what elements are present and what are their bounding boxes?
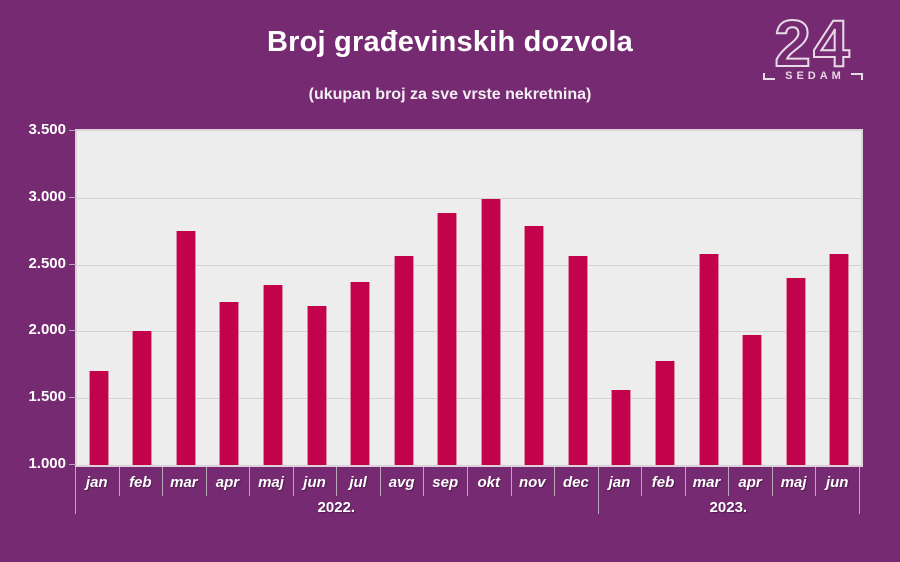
y-tick-mark <box>69 263 76 265</box>
bar-jan-2023 <box>611 390 632 465</box>
y-tick-label: 1.500 <box>28 388 66 406</box>
month-separator-tick <box>554 467 556 496</box>
year-label-2022: 2022. <box>317 499 356 516</box>
month-separator-tick <box>684 467 686 496</box>
x-axis: jan feb mar apr maj jun jul avg sep okt nov dec jan f… <box>75 467 863 523</box>
bar-jan-2022 <box>88 371 109 465</box>
month-separator-tick <box>205 467 207 496</box>
month-separator-tick <box>249 467 251 496</box>
gridline <box>77 197 861 199</box>
logo-24sedam: 24 SEDAM <box>748 6 878 108</box>
month-separator-tick <box>336 467 338 496</box>
month-separator-tick <box>728 467 730 496</box>
month-separator-tick <box>423 467 425 496</box>
x-tick-label: jan <box>608 474 631 491</box>
month-separator-tick <box>467 467 468 496</box>
chart-subtitle: (ukupan broj za sve vrste nekretnina) <box>308 86 592 103</box>
plot-area <box>75 129 863 467</box>
y-tick-label: 2.000 <box>28 321 66 339</box>
x-tick-label: mar <box>170 474 198 491</box>
x-tick-label: feb <box>129 474 152 491</box>
bar-maj-2023 <box>785 277 806 465</box>
x-tick-label: maj <box>780 474 807 491</box>
bar-feb-2022 <box>132 331 153 465</box>
bar-okt-2022 <box>480 199 501 465</box>
y-tick-mark <box>69 330 76 332</box>
x-tick-label: mar <box>692 474 721 491</box>
bar-apr-2022 <box>219 302 240 465</box>
logo-bracket-right-icon <box>850 72 863 80</box>
x-tick-label: jun <box>303 474 326 491</box>
y-tick-label: 3.000 <box>28 187 66 205</box>
x-tick-label: apr <box>738 474 762 491</box>
bar-apr-2023 <box>742 335 763 465</box>
y-tick-mark <box>69 130 76 131</box>
bar-mar-2023 <box>698 253 719 465</box>
x-tick-label: nov <box>518 474 546 491</box>
logo-sedam-text: SEDAM <box>785 70 845 82</box>
x-tick-label: avg <box>388 474 415 491</box>
bar-maj-2022 <box>263 284 283 465</box>
month-separator-tick <box>162 467 164 496</box>
bar-jun-2022 <box>306 306 327 465</box>
year-separator-tick <box>597 467 599 514</box>
y-tick-mark <box>69 397 76 399</box>
y-tick-label: 3.500 <box>28 121 66 138</box>
gridline <box>77 398 861 400</box>
month-separator-tick <box>771 467 773 496</box>
x-tick-label: sep <box>432 474 459 491</box>
month-separator-tick <box>641 467 643 496</box>
y-tick-label: 1.000 <box>28 455 66 472</box>
year-separator-tick <box>75 467 76 514</box>
year-label-2023: 2023. <box>709 499 748 516</box>
gridline <box>77 264 861 266</box>
x-tick-label: jul <box>349 474 367 491</box>
bar-jul-2022 <box>350 281 371 465</box>
logo-bracket-left-icon <box>763 72 776 80</box>
x-tick-label: maj <box>258 474 284 491</box>
year-separator-tick <box>859 467 860 514</box>
y-tick-mark <box>69 196 76 198</box>
logo-sedam-row: SEDAM <box>763 70 863 82</box>
x-tick-label: jan <box>85 474 108 491</box>
bar-sep-2022 <box>437 212 458 465</box>
month-separator-tick <box>118 467 120 496</box>
month-separator-tick <box>815 467 817 496</box>
x-tick-label: feb <box>651 474 675 491</box>
y-tick-label: 2.500 <box>28 254 66 272</box>
month-separator-tick <box>292 467 294 496</box>
bar-nov-2022 <box>524 225 545 465</box>
logo-24-outline: 24 <box>773 6 852 80</box>
bar-mar-2022 <box>175 231 196 465</box>
chart-title: Broj građevinskih dozvola <box>267 26 633 58</box>
bar-feb-2023 <box>655 360 675 465</box>
x-tick-label: jun <box>825 474 849 491</box>
month-separator-tick <box>510 467 512 496</box>
x-tick-label: dec <box>562 474 589 491</box>
y-tick-mark <box>69 464 76 465</box>
bar-avg-2022 <box>393 255 414 465</box>
month-separator-tick <box>379 467 381 496</box>
x-tick-label: apr <box>215 474 240 491</box>
x-tick-label: okt <box>477 474 501 491</box>
bar-jun-2023 <box>829 253 850 465</box>
bar-dec-2022 <box>567 255 588 465</box>
gridline <box>77 331 861 333</box>
